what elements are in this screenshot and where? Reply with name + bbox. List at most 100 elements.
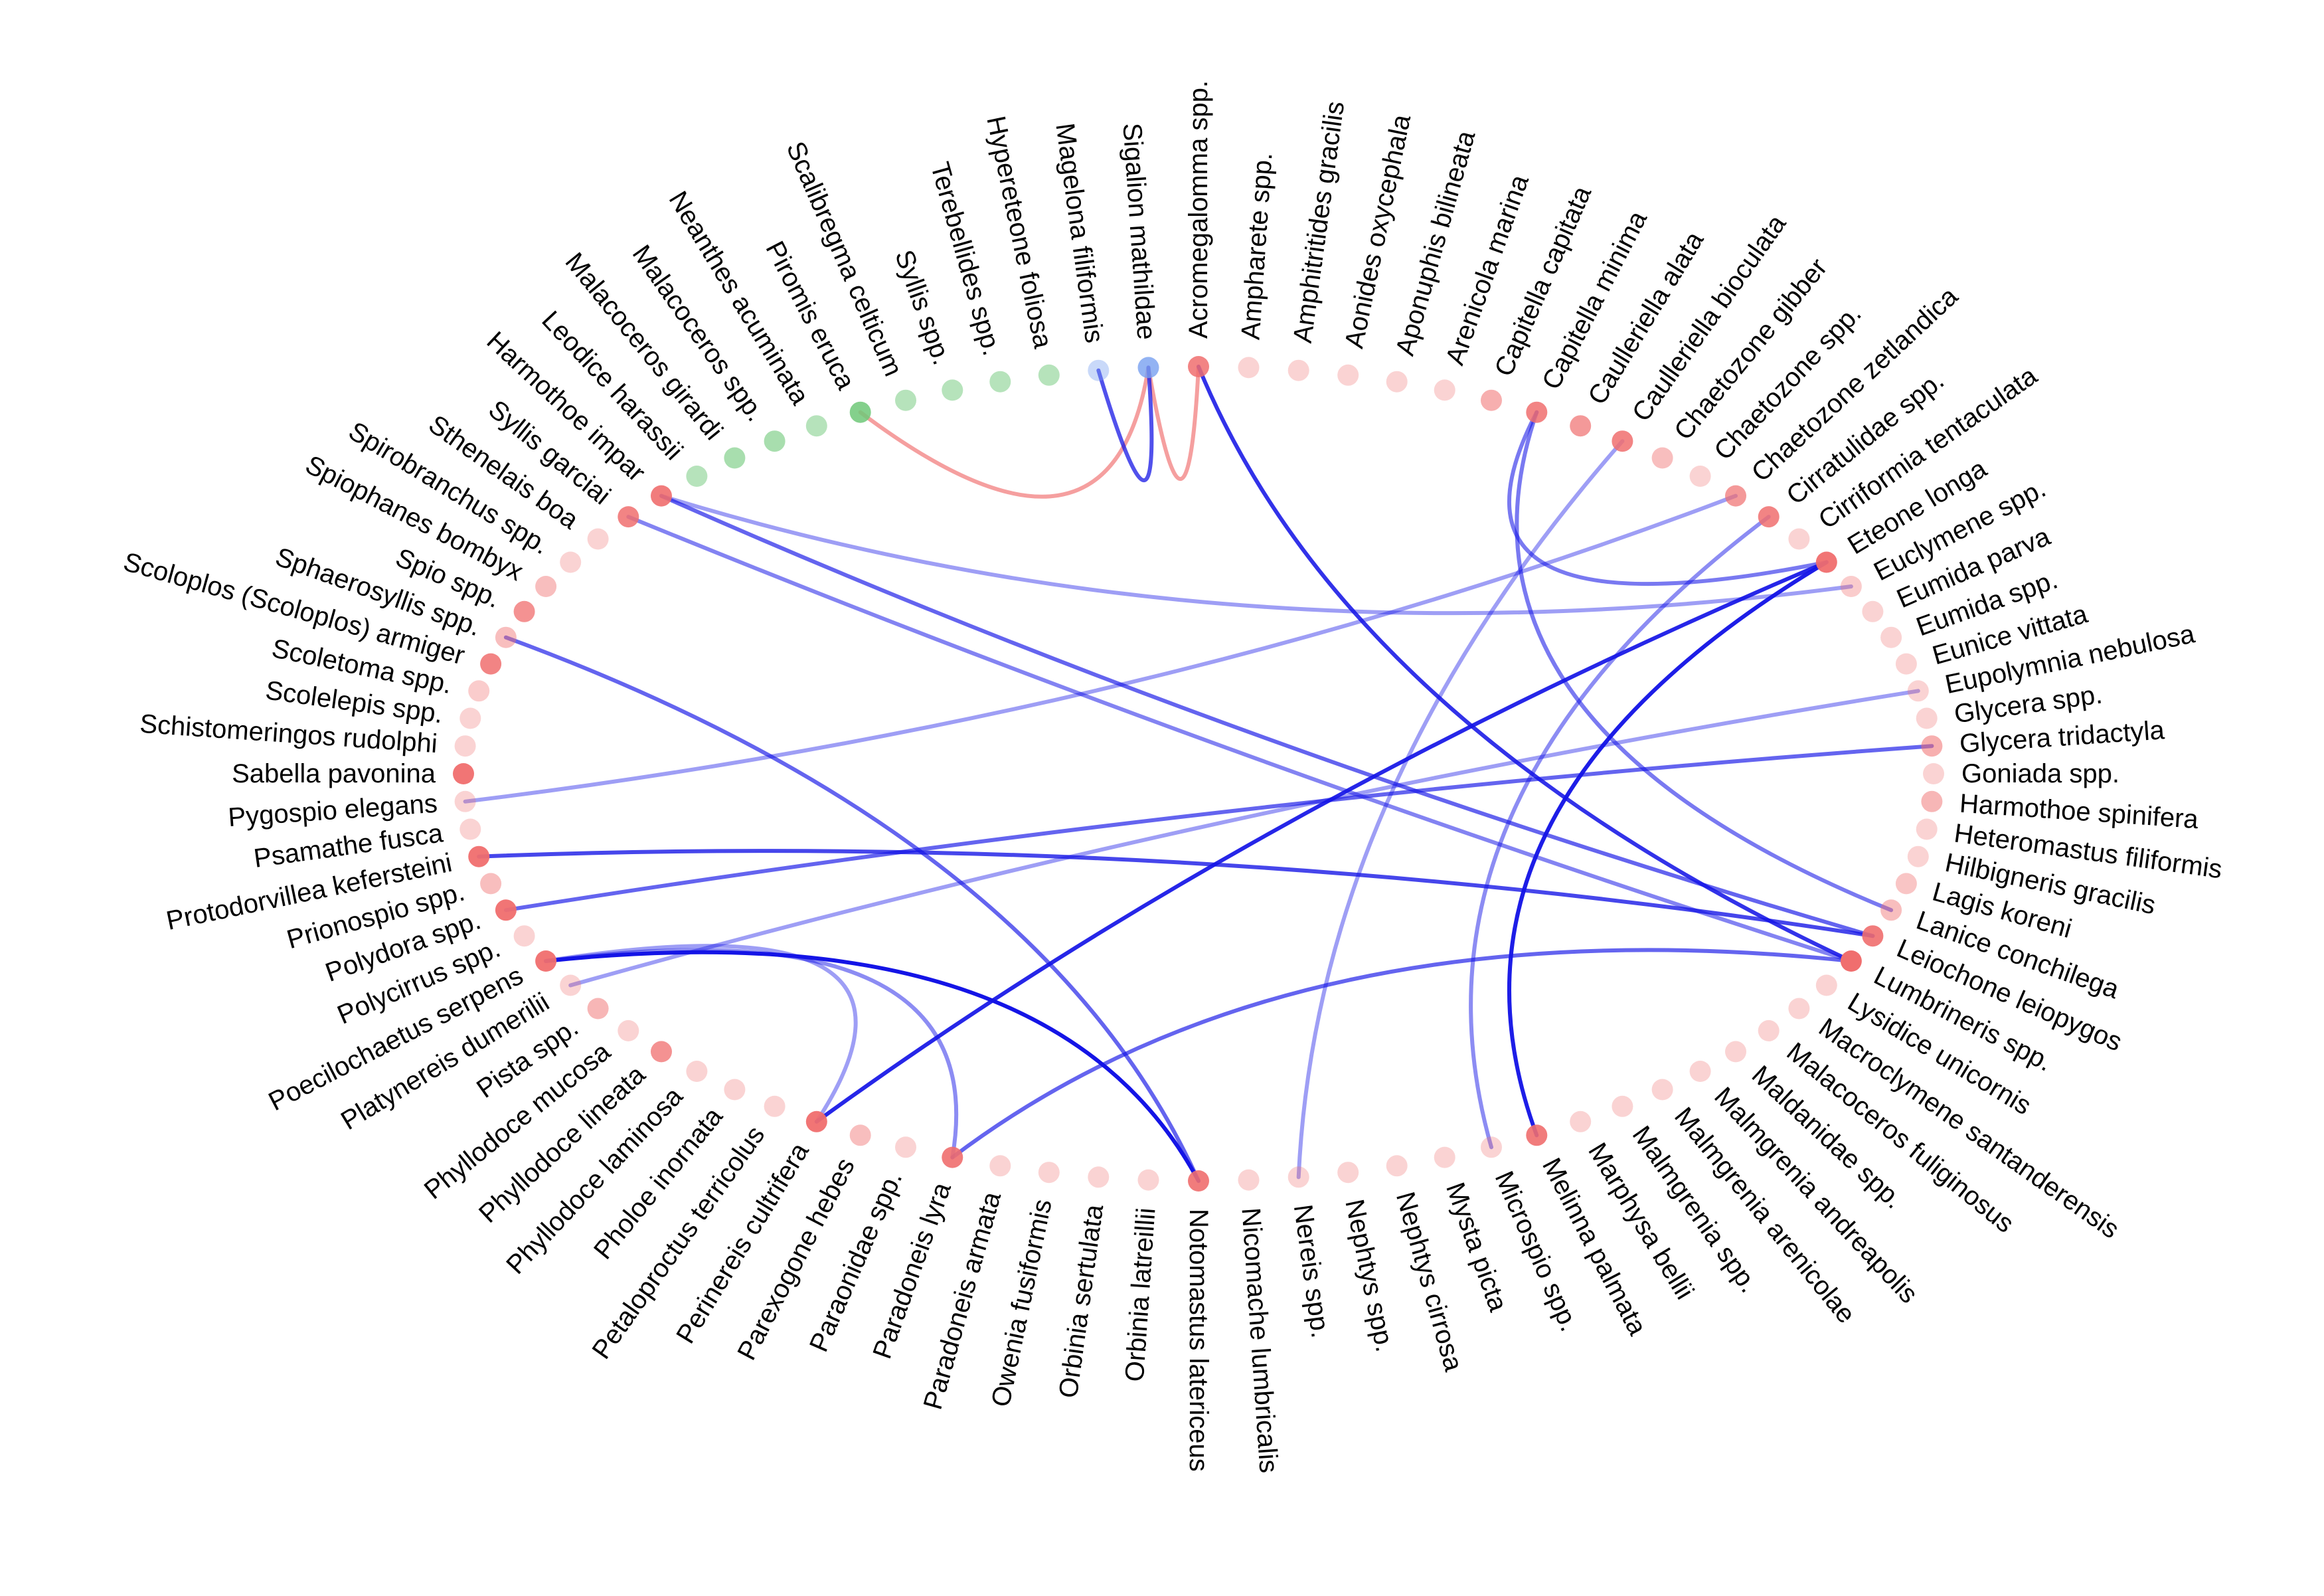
edge-poecilochaetus-serpens-to-notomastus-latericeus [544, 950, 1201, 1183]
node-malacoceros-fuliginosus [1758, 1020, 1780, 1041]
node-eupolymnia-nebulosa [1907, 680, 1929, 702]
node-label-goniada-spp: Goniada spp. [1961, 759, 2119, 788]
node-poecilochaetus-serpens [535, 950, 557, 972]
node-orbinia-latreillii [1137, 1169, 1159, 1191]
node-spiophanes-bombyx [535, 576, 557, 597]
node-capitella-capitata [1481, 389, 1502, 411]
node-mysta-picta [1434, 1146, 1455, 1168]
node-sthenelais-boa [587, 528, 609, 550]
node-perinereis-cultrifera [805, 1110, 827, 1132]
node-malacoceros-girardi [724, 447, 746, 469]
node-marphysa-bellii [1570, 1110, 1592, 1132]
node-glycera-tridactyla [1921, 735, 1943, 757]
node-paraonidae-spp [895, 1136, 916, 1158]
node-lumbrineris-spp [1840, 950, 1862, 972]
node-harmothoe-spinifera [1921, 790, 1943, 812]
node-goniada-spp [1923, 763, 1944, 784]
node-label-sabella-pavonina: Sabella pavonina [232, 759, 436, 788]
node-parexogone-hebes [849, 1124, 871, 1146]
node-phyllodoce-mucosa [618, 1020, 639, 1041]
node-phyllodoce-laminosa [686, 1061, 708, 1082]
node-scoletoma-spp [468, 680, 490, 702]
node-label-scalibregma-celticum: Scalibregma celticum [781, 137, 908, 381]
node-polycirrus-spp [513, 925, 535, 947]
node-chaetozone-spp [1689, 466, 1711, 487]
edge-eupolymnia-nebulosa-to-platynereis-dumerilii [568, 689, 1920, 988]
node-eteone-longa [1815, 551, 1837, 573]
node-phyllodoce-lineata [651, 1041, 672, 1063]
node-label-nereis-spp: Nereis spp. [1288, 1203, 1335, 1340]
node-sphaerosyllis-spp [495, 626, 517, 648]
node-paradoneis-lyra [942, 1146, 963, 1168]
edge-eteone-longa-to-capitella-minima [1507, 410, 1829, 586]
node-aonides-oxycephala [1337, 364, 1359, 386]
node-hilbigneris-gracilis [1907, 845, 1929, 867]
node-nereis-spp [1287, 1166, 1309, 1188]
label-layer: Acromegalomma spp. Ampharete spp. Amphitri… [120, 80, 2224, 1474]
node-label-ampharete-spp: Ampharete spp. [1236, 151, 1278, 341]
node-malmgrenia-spp [1612, 1095, 1633, 1117]
node-label-magelona-filiformis: Magelona filiformis [1050, 122, 1109, 345]
node-eumida-spp [1880, 626, 1902, 648]
edge-protodorvillea-kefersteini-to-leiochone-leiopygos [477, 849, 1875, 938]
node-notomastus-latericeus [1188, 1170, 1209, 1192]
edge-melinna-palmata-to-eteone-longa [1507, 560, 1829, 1138]
node-nephtys-spp [1337, 1162, 1359, 1184]
edge-sigalion-mathildae-to-piromis-eruca [858, 365, 1151, 499]
node-melinna-palmata [1526, 1124, 1548, 1146]
node-malmgrenia-andreapolis [1689, 1061, 1711, 1082]
edge-paradoneis-lyra-to-lumbrineris-spp [950, 948, 1853, 1160]
node-maldanidae-spp [1725, 1041, 1746, 1063]
node-protodorvillea-kefersteini [468, 845, 490, 867]
node-pholoe-inornata [724, 1079, 746, 1101]
node-layer [453, 356, 1944, 1192]
node-ampharete-spp [1238, 357, 1260, 379]
node-harmothoe-impar [651, 485, 672, 507]
edge-sphaerosyllis-spp-to-notomastus-latericeus [503, 635, 1201, 1183]
edge-sigalion-mathildae-to-acromegalomma-spp [1146, 365, 1201, 482]
node-sigalion-mathildae [1137, 357, 1159, 379]
node-label-acromegalomma-spp: Acromegalomma spp. [1184, 80, 1213, 339]
edge-syllis-garciai-to-lumbrineris-spp [626, 515, 1853, 963]
node-aponuphis-bilineata [1386, 371, 1408, 393]
edge-cirratulidae-spp-to-microspio-spp [1469, 515, 1771, 1150]
edge-poecilochaetus-serpens-to-perinereis-cultrifera [544, 944, 858, 1124]
node-orbinia-sertulata [1088, 1166, 1110, 1188]
node-glycera-spp [1916, 707, 1938, 729]
node-label-nicomache-lumbricalis: Nicomache lumbricalis [1236, 1207, 1283, 1474]
node-microspio-spp [1481, 1136, 1502, 1158]
node-macroclymene-santanderensis [1788, 998, 1810, 1020]
node-owenia-fusiformis [1038, 1162, 1060, 1184]
node-eunice-vittata [1895, 653, 1917, 675]
node-terebellides-spp [989, 371, 1011, 393]
node-sabella-pavonina [453, 763, 474, 784]
node-syllis-garciai [618, 506, 639, 528]
edge-magelona-filiformis-to-sigalion-mathildae [1096, 365, 1154, 483]
edge-capitella-minima-to-lanice-conchilega [1515, 410, 1894, 913]
edge-harmothoe-impar-to-leiochone-leiopygos [659, 493, 1875, 938]
node-euclymene-spp [1840, 576, 1862, 597]
node-psamathe-fusca [459, 818, 481, 840]
node-amphitritides-gracilis [1287, 359, 1309, 381]
node-caulleriella-bioculata [1612, 430, 1633, 452]
node-spirobranchus-spp [560, 551, 582, 573]
node-schistomeringos-rudolphi [454, 735, 476, 757]
node-spio-spp [513, 600, 535, 622]
node-paradoneis-armata [989, 1155, 1011, 1177]
edge-poecilochaetus-serpens-to-paradoneis-lyra [544, 948, 959, 1160]
edge-chaetozone-zetlandica-to-pygospio-elegans [463, 493, 1738, 804]
node-pygospio-elegans [454, 790, 476, 812]
node-caulleriella-alata [1570, 415, 1592, 437]
node-cirratulidae-spp [1758, 506, 1780, 528]
node-hypereteone-foliosa [1038, 364, 1060, 386]
node-label-amphitritides-gracilis: Amphitritides gracilis [1288, 100, 1351, 345]
node-cirriformia-tentaculata [1788, 528, 1810, 550]
node-scoloplos-scoloplos-armiger [480, 653, 502, 675]
node-capitella-minima [1526, 401, 1548, 423]
node-arenicola-marina [1434, 379, 1455, 401]
node-lanice-conchilega [1880, 899, 1902, 921]
node-chaetozone-gibber [1651, 447, 1673, 469]
node-petaloproctus-terricolus [764, 1095, 786, 1117]
edge-caulleriella-bioculata-to-nereis-spp [1296, 439, 1625, 1180]
